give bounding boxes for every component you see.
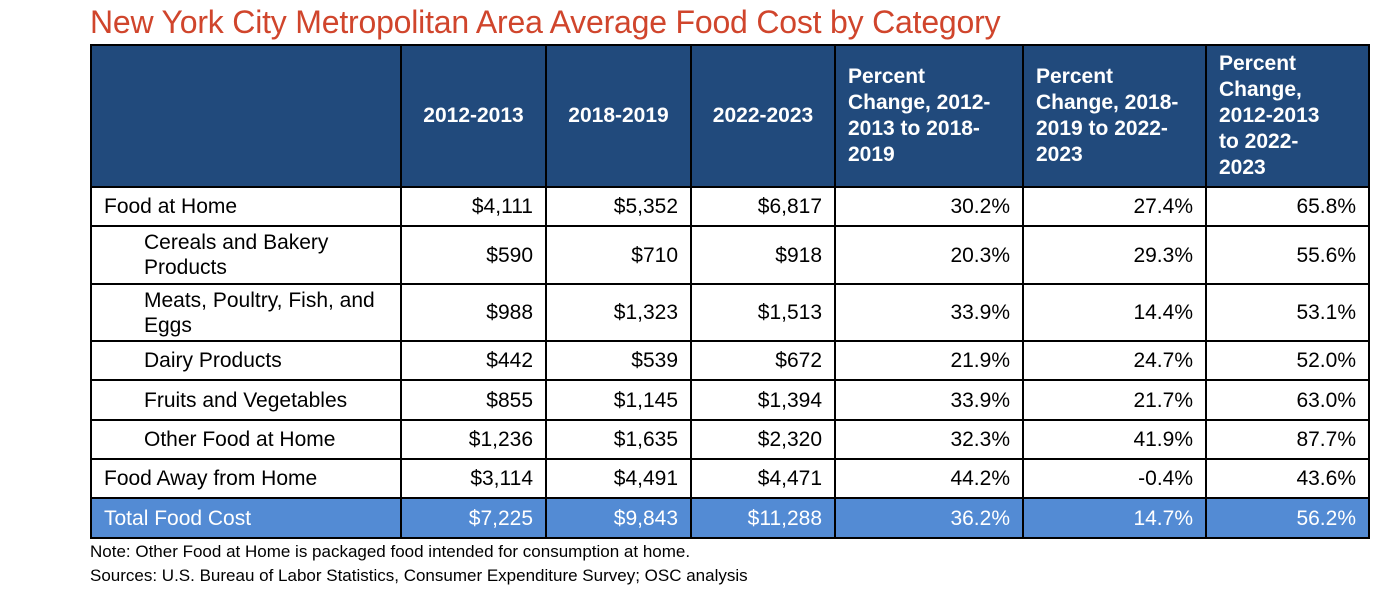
sources: Sources: U.S. Bureau of Labor Statistics… bbox=[90, 566, 748, 585]
header-cell: Percent Change, 2012-2013 to 2022-2023 bbox=[1205, 44, 1370, 188]
value-cell: $988 bbox=[400, 283, 547, 342]
value-cell: 21.9% bbox=[834, 340, 1024, 381]
value-cell: $5,352 bbox=[545, 186, 692, 227]
total-row: Total Food Cost $7,225 $9,843 $11,288 36.2% 1… bbox=[90, 497, 1370, 539]
value-cell: 30.2% bbox=[834, 186, 1024, 227]
value-cell: $3,114 bbox=[400, 458, 547, 499]
value-cell: $1,394 bbox=[690, 379, 836, 421]
value-cell: $918 bbox=[690, 225, 836, 285]
value-cell: 43.6% bbox=[1205, 458, 1370, 499]
table-row: Food at Home $4,111 $5,352 $6,817 30.2% 27.4%… bbox=[90, 186, 1370, 227]
note: Note: Other Food at Home is packaged foo… bbox=[90, 542, 691, 561]
value-cell: 33.9% bbox=[834, 283, 1024, 342]
value-cell: 20.3% bbox=[834, 225, 1024, 285]
row-label: Fruits and Vegetables bbox=[90, 379, 402, 421]
row-label: Dairy Products bbox=[90, 340, 402, 381]
value-cell: 55.6% bbox=[1205, 225, 1370, 285]
value-cell: 65.8% bbox=[1205, 186, 1370, 227]
row-label: Food Away from Home bbox=[90, 458, 402, 499]
value-cell: $11,288 bbox=[690, 497, 836, 539]
header-cell bbox=[90, 44, 402, 188]
value-cell: $6,817 bbox=[690, 186, 836, 227]
header-cell: 2018-2019 bbox=[545, 44, 692, 188]
value-cell: $1,635 bbox=[545, 419, 692, 460]
value-cell: $1,323 bbox=[545, 283, 692, 342]
row-label: Cereals and Bakery Products bbox=[90, 225, 402, 285]
value-cell: $4,491 bbox=[545, 458, 692, 499]
table-row: Dairy Products $442 $539 $672 21.9% 24.7% 52.0… bbox=[90, 340, 1370, 381]
header-cell: 2012-2013 bbox=[400, 44, 547, 188]
value-cell: 27.4% bbox=[1022, 186, 1207, 227]
value-cell: $1,513 bbox=[690, 283, 836, 342]
value-cell: 41.9% bbox=[1022, 419, 1207, 460]
value-cell: $590 bbox=[400, 225, 547, 285]
value-cell: $4,111 bbox=[400, 186, 547, 227]
value-cell: 14.7% bbox=[1022, 497, 1207, 539]
value-cell: $2,320 bbox=[690, 419, 836, 460]
value-cell: 52.0% bbox=[1205, 340, 1370, 381]
value-cell: $442 bbox=[400, 340, 547, 381]
value-cell: 63.0% bbox=[1205, 379, 1370, 421]
food-cost-table: 2012-2013 2018-2019 2022-2023 Percent Ch… bbox=[90, 44, 1370, 539]
header-row: 2012-2013 2018-2019 2022-2023 Percent Ch… bbox=[90, 44, 1370, 188]
value-cell: 36.2% bbox=[834, 497, 1024, 539]
value-cell: 21.7% bbox=[1022, 379, 1207, 421]
value-cell: $672 bbox=[690, 340, 836, 381]
value-cell: $855 bbox=[400, 379, 547, 421]
table-row: Food Away from Home $3,114 $4,491 $4,471 44.… bbox=[90, 458, 1370, 499]
value-cell: -0.4% bbox=[1022, 458, 1207, 499]
value-cell: $539 bbox=[545, 340, 692, 381]
table-row: Meats, Poultry, Fish, and Eggs $988 $1,323… bbox=[90, 283, 1370, 342]
value-cell: 33.9% bbox=[834, 379, 1024, 421]
value-cell: $1,145 bbox=[545, 379, 692, 421]
header-cell: Percent Change, 2012-2013 to 2018-2019 bbox=[834, 44, 1024, 188]
value-cell: $7,225 bbox=[400, 497, 547, 539]
table-row: Fruits and Vegetables $855 $1,145 $1,394 33.… bbox=[90, 379, 1370, 421]
table-row: Other Food at Home $1,236 $1,635 $2,320 32.3… bbox=[90, 419, 1370, 460]
value-cell: $710 bbox=[545, 225, 692, 285]
value-cell: 53.1% bbox=[1205, 283, 1370, 342]
page-title: New York City Metropolitan Area Average … bbox=[90, 4, 1001, 40]
footnotes: Note: Other Food at Home is packaged foo… bbox=[90, 540, 748, 588]
header-cell: 2022-2023 bbox=[690, 44, 836, 188]
row-label: Food at Home bbox=[90, 186, 402, 227]
value-cell: 44.2% bbox=[834, 458, 1024, 499]
value-cell: 32.3% bbox=[834, 419, 1024, 460]
value-cell: 14.4% bbox=[1022, 283, 1207, 342]
value-cell: 56.2% bbox=[1205, 497, 1370, 539]
row-label: Other Food at Home bbox=[90, 419, 402, 460]
value-cell: 87.7% bbox=[1205, 419, 1370, 460]
value-cell: 29.3% bbox=[1022, 225, 1207, 285]
value-cell: $1,236 bbox=[400, 419, 547, 460]
header-cell: Percent Change, 2018-2019 to 2022-2023 bbox=[1022, 44, 1207, 188]
row-label: Total Food Cost bbox=[90, 497, 402, 539]
value-cell: 24.7% bbox=[1022, 340, 1207, 381]
table-row: Cereals and Bakery Products $590 $710 $918 2… bbox=[90, 225, 1370, 285]
value-cell: $9,843 bbox=[545, 497, 692, 539]
row-label: Meats, Poultry, Fish, and Eggs bbox=[90, 283, 402, 342]
value-cell: $4,471 bbox=[690, 458, 836, 499]
